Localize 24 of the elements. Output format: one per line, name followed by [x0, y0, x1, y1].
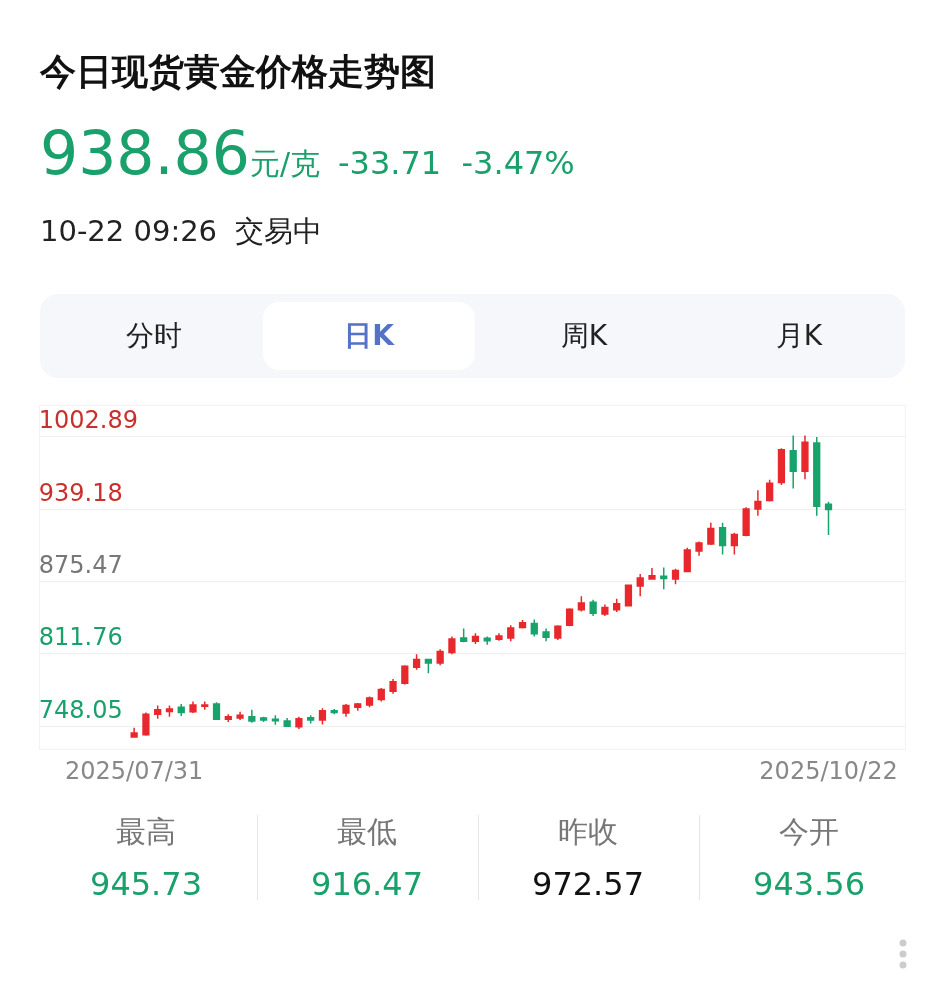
y-tick-label: 748.05 — [38, 695, 123, 724]
text: 938.86 — [40, 118, 250, 188]
text: 972.57 — [531, 865, 645, 903]
y-tick-label: 1002.89 — [38, 406, 138, 435]
text: 916.47 — [310, 865, 424, 903]
y-tick-label: 875.47 — [38, 551, 123, 580]
text: 昨收 — [557, 813, 619, 851]
chart-title: 今日现货黄金价格走势图 — [40, 50, 436, 94]
text: 月K — [774, 318, 824, 354]
x-tick-label: 2025/07/31 — [64, 756, 204, 785]
text: 945.73 — [89, 865, 203, 903]
text: 日K — [263, 302, 475, 370]
y-tick-label: 811.76 — [38, 623, 123, 652]
text: 周K — [559, 318, 609, 354]
text: 最低 — [336, 813, 398, 851]
x-tick-label: 2025/10/22 — [759, 756, 898, 785]
text: 最高 — [115, 813, 177, 851]
text: -33.71 -3.47% — [338, 144, 575, 182]
y-tick-label: 939.18 — [38, 478, 123, 507]
text: 元/克 — [249, 146, 321, 181]
text: 分时 — [125, 318, 183, 354]
text: 943.56 — [752, 865, 866, 903]
text: 10-22 09:26 交易中 — [40, 214, 323, 248]
text: 今开 — [778, 813, 840, 851]
